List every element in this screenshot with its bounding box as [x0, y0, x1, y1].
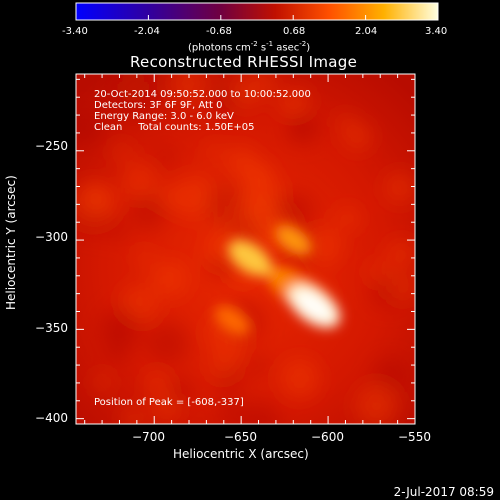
source-blob — [228, 239, 272, 276]
x-tick-label: −700 — [132, 430, 165, 444]
y-tick-label: −350 — [35, 321, 68, 335]
colorbar-tick-label: -3.40 — [62, 26, 88, 37]
colorbar — [75, 2, 439, 21]
colorbar-tick-label: 3.40 — [425, 26, 448, 37]
x-tick-label: −550 — [398, 430, 431, 444]
annotation-total-counts: Clean Total counts: 1.50E+05 — [94, 122, 255, 133]
annotation-detectors: Detectors: 3F 6F 9F, Att 0 — [94, 100, 223, 111]
plot-date: 2-Jul-2017 08:59 — [393, 485, 494, 499]
y-axis-label: Heliocentric Y (arcsec) — [4, 175, 18, 310]
source-blob — [214, 305, 251, 336]
annotation-time-range: 20-Oct-2014 09:50:52.000 to 10:00:52.000 — [94, 89, 311, 100]
colorbar-tick-label: 0.68 — [283, 26, 306, 37]
colorbar-ticks — [75, 15, 439, 20]
axis-ticks — [76, 74, 416, 424]
x-tick-label: −650 — [224, 430, 257, 444]
y-tick-label: −300 — [35, 230, 68, 244]
chart-title: Reconstructed RHESSI Image — [130, 53, 358, 71]
source-blob — [275, 225, 312, 256]
peak-core — [296, 292, 332, 320]
y-tick-label: −250 — [35, 139, 68, 153]
peak-position-label: Position of Peak = [-608,-337] — [94, 397, 244, 408]
x-axis-label: Heliocentric X (arcsec) — [173, 447, 309, 461]
heatmap-image — [76, 74, 415, 424]
x-tick-label: −600 — [311, 430, 344, 444]
colorbar-units: (photons cm-2 s-1 asec-2) — [188, 40, 311, 54]
plot-frame — [75, 73, 416, 425]
colorbar-tick-label: -2.04 — [134, 26, 160, 37]
annotation-energy-range: Energy Range: 3.0 - 6.0 keV — [94, 111, 234, 122]
colorbar-tick-label: -0.68 — [206, 26, 232, 37]
y-tick-label: −400 — [35, 411, 68, 425]
colorbar-tick-label: 2.04 — [355, 26, 378, 37]
